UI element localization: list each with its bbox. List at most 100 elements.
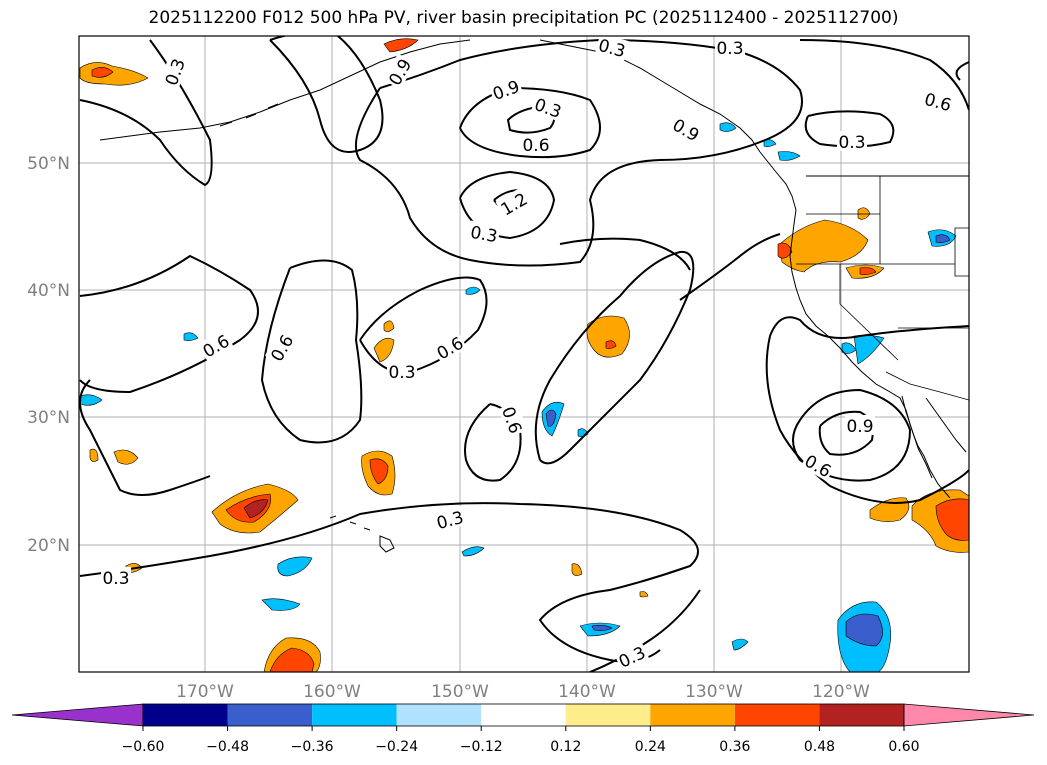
contour-label: 0.3 bbox=[469, 223, 499, 247]
contour-label-bg bbox=[382, 53, 416, 90]
colorbar-tick-label: −0.36 bbox=[291, 739, 334, 755]
colorbar-tick-label: 0.36 bbox=[719, 739, 750, 755]
colorbar-frame bbox=[142, 703, 905, 727]
precip-patch bbox=[383, 320, 395, 332]
contour-labels: 0.30.30.6 0.60.90.30.60.91.20.30.60.60.30… bbox=[101, 36, 956, 672]
precip-patch bbox=[731, 638, 749, 651]
precip-shading bbox=[79, 38, 969, 672]
precip-patch bbox=[935, 234, 951, 243]
contour-label-bg bbox=[530, 92, 566, 122]
colorbar-bin bbox=[312, 704, 397, 726]
colorbar-bin bbox=[396, 704, 482, 726]
colorbar-tick-label: −0.12 bbox=[460, 739, 503, 755]
colorbar-bin bbox=[143, 704, 228, 726]
colorbar-tick-label: −0.60 bbox=[122, 739, 165, 755]
precip-patch bbox=[719, 122, 737, 132]
colorbar-bin bbox=[227, 704, 313, 726]
colorbar-tick-label: −0.48 bbox=[206, 739, 249, 755]
colorbar-extend-max bbox=[903, 703, 1035, 727]
precip-patch bbox=[79, 394, 103, 406]
contour-label-bg bbox=[197, 328, 234, 362]
colorbar-tick-label: 0.24 bbox=[635, 739, 666, 755]
contour-label-bg bbox=[521, 134, 551, 154]
colorbar-bin bbox=[565, 704, 651, 726]
contour-label-bg bbox=[387, 361, 417, 381]
precip-patch bbox=[113, 449, 139, 465]
colorbar-extend-min bbox=[11, 703, 144, 727]
colorbar-tick-label: −0.24 bbox=[375, 739, 418, 755]
contour-label-bg bbox=[498, 402, 528, 438]
contour-label-bg bbox=[432, 505, 467, 533]
contour-label-bg bbox=[837, 131, 867, 151]
precip-patch bbox=[591, 625, 613, 631]
contour-label: 0.3 bbox=[102, 569, 129, 589]
precip-patch bbox=[461, 546, 485, 557]
precip-patch bbox=[373, 337, 395, 363]
precip-patch bbox=[369, 458, 389, 485]
contour-label-bg bbox=[488, 74, 524, 104]
colorbar-tick-label: 0.60 bbox=[888, 739, 919, 755]
map-title: 2025112200 F012 500 hPa PV, river basin … bbox=[148, 8, 899, 28]
colorbar-bin bbox=[819, 704, 904, 726]
precip-patch bbox=[183, 332, 199, 341]
precip-patch bbox=[89, 448, 99, 462]
contour-label-bg bbox=[101, 567, 131, 587]
lon-label: 150°W bbox=[431, 682, 489, 702]
precip-patch bbox=[586, 315, 630, 358]
contour-label: 0.3 bbox=[388, 363, 415, 383]
precip-patch bbox=[261, 598, 301, 611]
precip-patch bbox=[779, 219, 869, 273]
contour-label-bg bbox=[845, 415, 875, 435]
contour-label-bg bbox=[467, 220, 501, 246]
colorbar-tick-label: 0.48 bbox=[804, 739, 835, 755]
map-frame bbox=[78, 35, 970, 673]
colorbar-tick-label: 0.12 bbox=[550, 739, 581, 755]
colorbar bbox=[11, 703, 1035, 727]
colorbar-tick-labels: −0.60 −0.48 −0.36 −0.24 −0.12 0.12 0.24 0.36 0.4… bbox=[122, 726, 920, 755]
contour-label: 0.6 bbox=[522, 136, 549, 156]
contour-label-bg bbox=[159, 54, 189, 90]
precip-patch bbox=[859, 267, 877, 275]
colorbar-bin bbox=[734, 704, 820, 726]
contour-label-bg bbox=[264, 329, 298, 366]
precip-patch bbox=[243, 499, 269, 519]
contour-label-bg bbox=[495, 186, 532, 220]
precip-patch bbox=[571, 563, 583, 576]
precip-patch bbox=[935, 498, 969, 541]
colorbar-bin bbox=[650, 704, 735, 726]
contour-label-bg bbox=[921, 87, 956, 115]
lat-label: 50°N bbox=[27, 154, 70, 174]
precip-patch bbox=[777, 242, 793, 259]
contour-label-bg bbox=[668, 112, 705, 146]
contour-label: 0.9 bbox=[846, 417, 873, 437]
longitude-labels: 170°W 160°W 150°W 140°W 130°W 120°W bbox=[176, 682, 870, 702]
precip-patch bbox=[605, 340, 617, 349]
contour-label-bg bbox=[431, 330, 468, 364]
precip-patch bbox=[277, 556, 313, 577]
precip-patch bbox=[845, 613, 883, 647]
lon-label: 170°W bbox=[176, 682, 234, 702]
lon-label: 160°W bbox=[303, 682, 361, 702]
lon-label: 120°W bbox=[812, 682, 870, 702]
latitude-labels: 50°N 40°N 30°N 20°N bbox=[27, 154, 70, 556]
lat-label: 40°N bbox=[27, 281, 70, 301]
contour-label-bg bbox=[715, 37, 745, 57]
contour-label: 0.3 bbox=[716, 39, 743, 59]
coastlines bbox=[99, 39, 969, 553]
colorbar-bin bbox=[481, 704, 566, 726]
lon-label: 130°W bbox=[685, 682, 743, 702]
precip-patch bbox=[383, 38, 419, 53]
precip-patch bbox=[91, 67, 114, 78]
contour-label-bg bbox=[613, 640, 650, 672]
precip-patch bbox=[545, 409, 557, 427]
precip-patch bbox=[639, 591, 649, 598]
lat-label: 30°N bbox=[27, 408, 70, 428]
precip-patch bbox=[269, 647, 315, 672]
contour-label: 0.3 bbox=[838, 133, 865, 153]
contour-label-bg bbox=[595, 36, 630, 61]
contour-label-bg bbox=[800, 448, 837, 482]
precip-patch bbox=[465, 286, 481, 295]
lon-label: 140°W bbox=[558, 682, 616, 702]
precip-patch bbox=[777, 151, 801, 161]
